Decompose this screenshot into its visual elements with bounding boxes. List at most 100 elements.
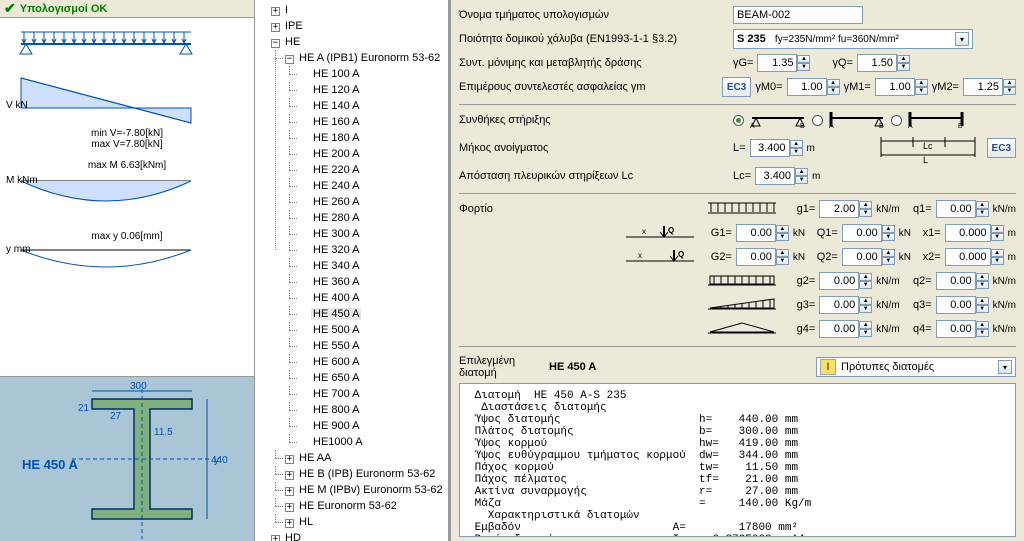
tree-item[interactable]: HE 220 A bbox=[311, 164, 361, 176]
ec3-button[interactable]: EC3 bbox=[722, 77, 751, 97]
load-icon bbox=[706, 201, 778, 218]
tree-item[interactable]: HE 550 A bbox=[311, 340, 361, 352]
tree-item[interactable]: HE 700 A bbox=[311, 388, 361, 400]
svg-text:27: 27 bbox=[110, 411, 122, 422]
tree-item[interactable]: HE 240 A bbox=[311, 180, 361, 192]
gammaG-spinner[interactable]: ▲▼ bbox=[757, 54, 810, 72]
tree-expander[interactable]: + bbox=[285, 471, 294, 480]
svg-text:Lc: Lc bbox=[923, 141, 933, 151]
tree-item[interactable]: HE 400 A bbox=[311, 292, 361, 304]
svg-text:300: 300 bbox=[130, 381, 147, 392]
tree-item[interactable]: HD bbox=[283, 532, 303, 541]
tree-item[interactable]: HE 120 A bbox=[311, 84, 361, 96]
tree-item[interactable]: HE AA bbox=[297, 452, 333, 464]
tree-item[interactable]: HE 260 A bbox=[311, 196, 361, 208]
tree-item[interactable]: HE 340 A bbox=[311, 260, 361, 272]
load-icon: xQ bbox=[624, 225, 696, 242]
load-q-1[interactable]: ▲▼ bbox=[842, 224, 895, 242]
results-text[interactable]: Διατομή HE 450 A-S 235 Διαστάσεις διατομ… bbox=[459, 383, 1016, 537]
tree-item[interactable]: HE 280 A bbox=[311, 212, 361, 224]
svg-text:Q: Q bbox=[668, 226, 674, 235]
svg-text:B: B bbox=[800, 123, 805, 128]
ec3-span-button[interactable]: EC3 bbox=[987, 138, 1016, 158]
tree-item[interactable]: HE 800 A bbox=[311, 404, 361, 416]
support-option-1[interactable] bbox=[733, 115, 744, 126]
load-x-1[interactable]: ▲▼ bbox=[945, 224, 1004, 242]
load-g-3[interactable]: ▲▼ bbox=[819, 272, 872, 290]
tree-expander[interactable]: + bbox=[285, 519, 294, 528]
deflection-diagram: max y 0.06[mm] y mm bbox=[6, 231, 248, 287]
defl-max: max y 0.06[mm] bbox=[6, 231, 248, 242]
tree-expander[interactable]: + bbox=[285, 487, 294, 496]
tree-item[interactable]: HE 200 A bbox=[311, 148, 361, 160]
tree-item[interactable]: HE 100 A bbox=[311, 68, 361, 80]
tree-item[interactable]: HE 320 A bbox=[311, 244, 361, 256]
tree-item[interactable]: IPE bbox=[283, 20, 305, 32]
tree-item[interactable]: I bbox=[283, 4, 290, 16]
tree-expander[interactable]: + bbox=[271, 535, 280, 541]
load-g-1[interactable]: ▲▼ bbox=[736, 224, 789, 242]
tree-expander[interactable]: − bbox=[271, 39, 280, 48]
load-g-2[interactable]: ▲▼ bbox=[736, 248, 789, 266]
span-L-spinner[interactable]: ▲▼ bbox=[750, 139, 803, 157]
load-q-4[interactable]: ▲▼ bbox=[936, 296, 989, 314]
tree-expander[interactable]: + bbox=[285, 455, 294, 464]
segment-name-input[interactable] bbox=[733, 6, 863, 24]
tree-expander[interactable]: + bbox=[271, 7, 280, 16]
svg-text:A: A bbox=[908, 123, 913, 128]
tree-item[interactable]: HE 180 A bbox=[311, 132, 361, 144]
shear-min: min V=-7.80[kN] bbox=[6, 128, 248, 139]
tree-item[interactable]: HE 450 A bbox=[311, 308, 361, 320]
gM0-spinner[interactable]: ▲▼ bbox=[787, 78, 840, 96]
tree-expander[interactable]: + bbox=[285, 503, 294, 512]
svg-text:440: 440 bbox=[211, 455, 228, 466]
tree-item[interactable]: HE 650 A bbox=[311, 372, 361, 384]
tree-item[interactable]: HE 140 A bbox=[311, 100, 361, 112]
gammaQ-spinner[interactable]: ▲▼ bbox=[857, 54, 910, 72]
calc-status: ✔ Υπολογισμοί OK bbox=[0, 0, 254, 18]
lc-spinner[interactable]: ▲▼ bbox=[755, 167, 808, 185]
defl-label: y mm bbox=[6, 244, 30, 255]
tree-item[interactable]: HE 300 A bbox=[311, 228, 361, 240]
sel-section-label: Επιλεγμένη διατομή bbox=[459, 355, 539, 379]
support-option-2[interactable] bbox=[812, 115, 823, 126]
support-option-3[interactable] bbox=[891, 115, 902, 126]
tree-item[interactable]: HE 360 A bbox=[311, 276, 361, 288]
section-tree-panel: +I+IPE−HE−HE A (IPB1) Euronorm 53-62HE 1… bbox=[255, 0, 451, 541]
section-name: HE 450 A bbox=[22, 457, 78, 472]
section-icon: I bbox=[820, 359, 836, 375]
gM1-spinner[interactable]: ▲▼ bbox=[875, 78, 928, 96]
tree-item[interactable]: HL bbox=[297, 516, 315, 528]
load-q-2[interactable]: ▲▼ bbox=[842, 248, 895, 266]
section-type-combo[interactable]: IΠρότυπες διατομές ▾ bbox=[816, 357, 1016, 377]
tree-item[interactable]: HE 160 A bbox=[311, 116, 361, 128]
load-icon: xQ bbox=[624, 249, 696, 266]
tree-item[interactable]: HE B (IPB) Euronorm 53-62 bbox=[297, 468, 437, 480]
tree-item[interactable]: HE bbox=[283, 36, 302, 48]
section-tree[interactable]: +I+IPE−HE−HE A (IPB1) Euronorm 53-62HE 1… bbox=[255, 0, 448, 541]
shear-diagram: V kN min V=-7.80[kN] max V=7.80[kN] bbox=[6, 68, 248, 150]
load-q-3[interactable]: ▲▼ bbox=[936, 272, 989, 290]
load-g-5[interactable]: ▲▼ bbox=[819, 320, 872, 338]
tree-item[interactable]: HE 600 A bbox=[311, 356, 361, 368]
tree-expander[interactable]: − bbox=[285, 55, 294, 64]
tree-item[interactable]: HE1000 A bbox=[311, 436, 365, 448]
load-g-0[interactable]: ▲▼ bbox=[819, 200, 872, 218]
load-icon bbox=[706, 297, 778, 314]
tree-item[interactable]: HE M (IPBv) Euronorm 53-62 bbox=[297, 484, 445, 496]
svg-text:B: B bbox=[879, 123, 884, 128]
load-g-4[interactable]: ▲▼ bbox=[819, 296, 872, 314]
gM2-spinner[interactable]: ▲▼ bbox=[963, 78, 1016, 96]
span-sketch: Lc L bbox=[873, 133, 983, 163]
steel-grade-combo[interactable]: S 235 fy=235N/mm² fu=360N/mm² ▾ bbox=[733, 29, 973, 49]
tree-item[interactable]: HE Euronorm 53-62 bbox=[297, 500, 399, 512]
tree-expander[interactable]: + bbox=[271, 23, 280, 32]
load-x-2[interactable]: ▲▼ bbox=[945, 248, 1004, 266]
tree-item[interactable]: HE 500 A bbox=[311, 324, 361, 336]
support-icon-pinned-pinned: AB bbox=[748, 112, 808, 128]
tree-item[interactable]: HE A (IPB1) Euronorm 53-62 bbox=[297, 52, 442, 64]
chevron-down-icon: ▾ bbox=[998, 360, 1012, 374]
load-q-0[interactable]: ▲▼ bbox=[936, 200, 989, 218]
load-q-5[interactable]: ▲▼ bbox=[936, 320, 989, 338]
tree-item[interactable]: HE 900 A bbox=[311, 420, 361, 432]
